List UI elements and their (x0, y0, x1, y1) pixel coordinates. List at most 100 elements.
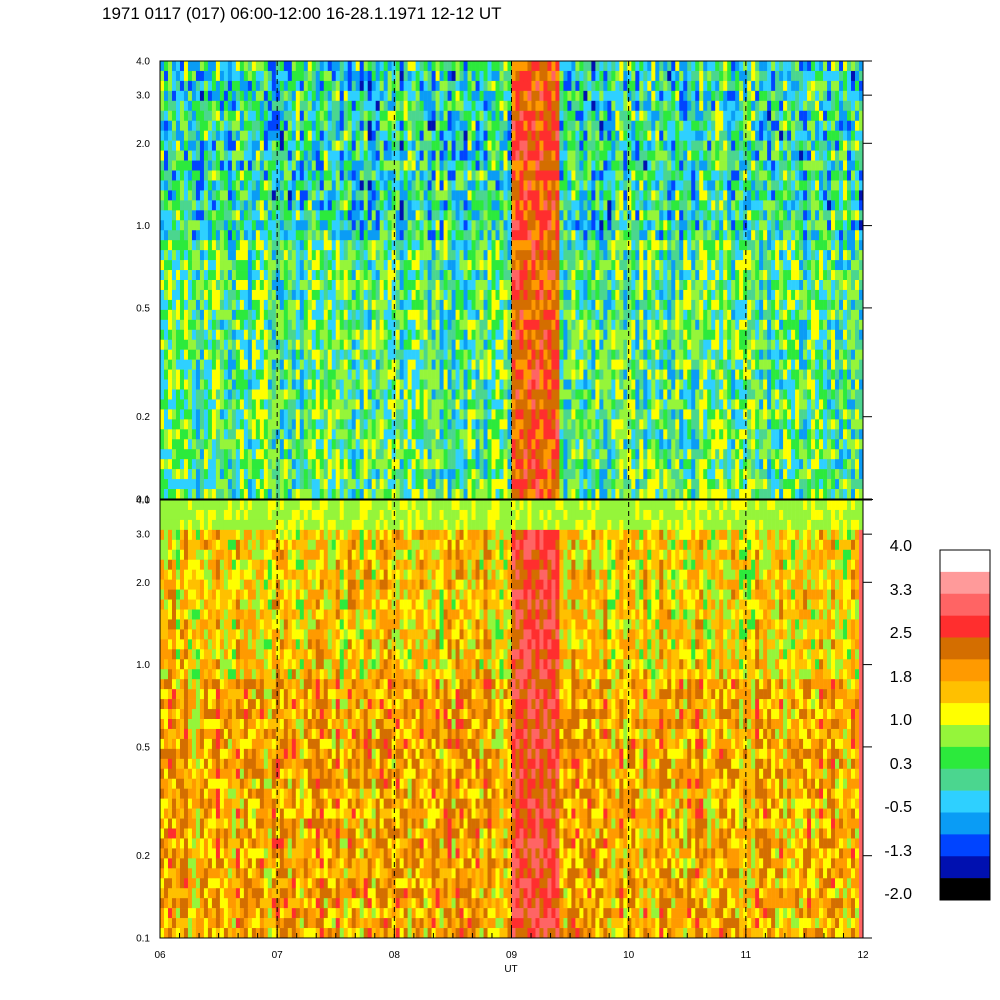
heatmap-cell (172, 121, 176, 131)
heatmap-cell (436, 280, 440, 290)
heatmap-cell (408, 390, 412, 400)
heatmap-cell (272, 320, 276, 330)
heatmap-cell (396, 390, 400, 400)
heatmap-cell (336, 220, 340, 230)
heatmap-cell (208, 340, 212, 350)
heatmap-cell (304, 380, 308, 390)
heatmap-cell (607, 171, 611, 181)
heatmap-cell (300, 370, 304, 380)
heatmap-cell (515, 419, 519, 429)
heatmap-cell (571, 111, 575, 121)
heatmap-cell (172, 210, 176, 220)
heatmap-cell (583, 161, 587, 171)
heatmap-cell (599, 330, 603, 340)
heatmap-cell (272, 399, 276, 409)
heatmap-cell (488, 469, 492, 479)
heatmap-cell (500, 270, 504, 280)
heatmap-cell (396, 161, 400, 171)
heatmap-cell (268, 111, 272, 121)
heatmap-cell (188, 270, 192, 280)
heatmap-cell (472, 489, 476, 499)
heatmap-cell (160, 131, 164, 141)
heatmap-cell (416, 131, 420, 141)
heatmap-cell (328, 161, 332, 171)
heatmap-cell (575, 399, 579, 409)
heatmap-cell (563, 260, 567, 270)
heatmap-cell (512, 91, 516, 101)
heatmap-cell (288, 270, 292, 280)
heatmap-cell (364, 399, 368, 409)
heatmap-cell (372, 121, 376, 131)
heatmap-cell (488, 300, 492, 310)
heatmap-cell (452, 370, 456, 380)
heatmap-cell (212, 350, 216, 360)
heatmap-cell (587, 320, 591, 330)
heatmap-cell (200, 280, 204, 290)
heatmap-cell (440, 81, 444, 91)
heatmap-cell (563, 300, 567, 310)
heatmap-cell (432, 310, 436, 320)
heatmap-cell (547, 399, 551, 409)
heatmap-cell (360, 489, 364, 499)
heatmap-cell (284, 210, 288, 220)
heatmap-cell (535, 111, 539, 121)
heatmap-cell (272, 230, 276, 240)
heatmap-cell (531, 71, 535, 81)
heatmap-cell (396, 91, 400, 101)
heatmap-cell (316, 380, 320, 390)
heatmap-cell (464, 409, 468, 419)
heatmap-cell (408, 290, 412, 300)
heatmap-cell (591, 370, 595, 380)
heatmap-cell (324, 419, 328, 429)
heatmap-cell (240, 380, 244, 390)
heatmap-cell (436, 380, 440, 390)
heatmap-cell (551, 350, 555, 360)
heatmap-cell (280, 190, 284, 200)
heatmap-cell (288, 449, 292, 459)
heatmap-cell (492, 489, 496, 499)
heatmap-cell (523, 390, 527, 400)
heatmap-cell (412, 409, 416, 419)
heatmap-cell (244, 320, 248, 330)
heatmap-cell (212, 171, 216, 181)
heatmap-cell (488, 200, 492, 210)
heatmap-cell (404, 320, 408, 330)
heatmap-cell (200, 61, 204, 71)
heatmap-cell (360, 390, 364, 400)
heatmap-cell (284, 310, 288, 320)
heatmap-cell (340, 300, 344, 310)
heatmap-cell (456, 330, 460, 340)
heatmap-cell (464, 439, 468, 449)
heatmap-cell (452, 290, 456, 300)
heatmap-cell (348, 330, 352, 340)
heatmap-cell (512, 439, 516, 449)
heatmap-cell (416, 220, 420, 230)
heatmap-cell (504, 380, 508, 390)
heatmap-cell (388, 489, 392, 499)
heatmap-cell (492, 439, 496, 449)
heatmap-cell (384, 250, 388, 260)
heatmap-cell (216, 330, 220, 340)
heatmap-cell (496, 350, 500, 360)
heatmap-cell (599, 180, 603, 190)
heatmap-cell (328, 270, 332, 280)
heatmap-cell (292, 300, 296, 310)
heatmap-cell (356, 330, 360, 340)
heatmap-cell (408, 409, 412, 419)
heatmap-cell (312, 320, 316, 330)
heatmap-cell (547, 61, 551, 71)
heatmap-cell (204, 190, 208, 200)
heatmap-cell (324, 131, 328, 141)
heatmap-cell (591, 210, 595, 220)
heatmap-cell (328, 220, 332, 230)
heatmap-cell (312, 190, 316, 200)
heatmap-cell (575, 419, 579, 429)
heatmap-cell (188, 320, 192, 330)
heatmap-cell (164, 310, 168, 320)
heatmap-cell (547, 489, 551, 499)
heatmap-cell (575, 240, 579, 250)
heatmap-cell (388, 320, 392, 330)
heatmap-cell (160, 260, 164, 270)
heatmap-cell (232, 71, 236, 81)
heatmap-cell (591, 280, 595, 290)
